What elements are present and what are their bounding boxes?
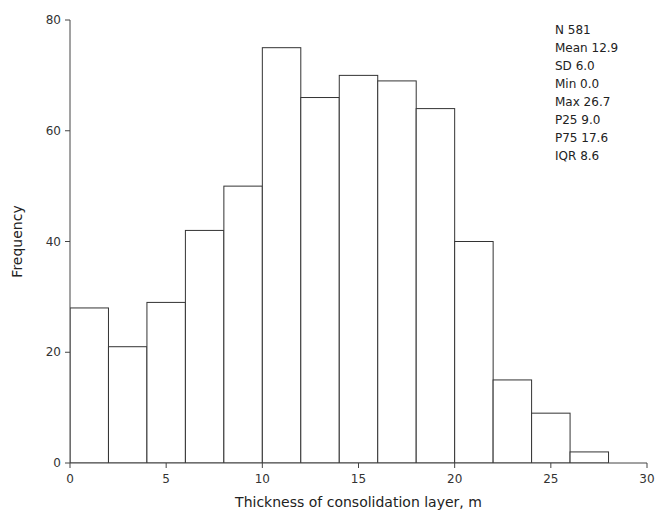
x-tick — [647, 463, 648, 468]
x-tick-label: 0 — [66, 472, 74, 486]
x-tick — [454, 463, 455, 468]
y-tick — [65, 241, 70, 242]
histogram-bar — [416, 109, 454, 463]
stats-line: P75 17.6 — [555, 131, 608, 145]
x-tick-label: 5 — [162, 472, 170, 486]
y-tick — [65, 20, 70, 21]
stats-box: N 581 Mean 12.9 SD 6.0 Min 0.0 Max 26.7 P25 9… — [555, 23, 618, 163]
histogram-bar — [339, 75, 377, 463]
x-tick-label: 20 — [447, 472, 462, 486]
x-tick-label: 15 — [351, 472, 366, 486]
histogram-bar — [378, 81, 416, 463]
stats-line: P25 9.0 — [555, 113, 600, 127]
x-tick — [358, 463, 359, 468]
histogram-bar — [224, 186, 262, 463]
histogram-bar — [262, 48, 300, 463]
histogram-bar — [301, 98, 339, 463]
bars — [70, 48, 609, 463]
stats-line: N 581 — [555, 23, 591, 37]
y-tick-label: 40 — [46, 235, 61, 249]
stats-line: IQR 8.6 — [555, 149, 599, 163]
y-tick — [65, 130, 70, 131]
x-tick-label: 30 — [639, 472, 654, 486]
x-tick — [70, 463, 71, 468]
stats-line: Mean 12.9 — [555, 41, 618, 55]
x-tick-label: 25 — [543, 472, 558, 486]
x-tick — [262, 463, 263, 468]
x-tick-label: 10 — [255, 472, 270, 486]
stats-line: Max 26.7 — [555, 95, 610, 109]
histogram-bar — [108, 347, 146, 463]
histogram-bar — [147, 302, 185, 463]
y-tick — [65, 463, 70, 464]
histogram-bar — [185, 230, 223, 463]
y-tick-label: 80 — [46, 13, 61, 27]
y-axis-label: Frequency — [9, 205, 25, 277]
y-tick-label: 60 — [46, 124, 61, 138]
stats-line: Min 0.0 — [555, 77, 599, 91]
y-tick-label: 0 — [53, 456, 61, 470]
x-tick — [166, 463, 167, 468]
y-tick-label: 20 — [46, 345, 61, 359]
y-tick — [65, 352, 70, 353]
stats-line: SD 6.0 — [555, 59, 595, 73]
histogram-bar — [455, 242, 493, 464]
histogram-bar — [532, 413, 570, 463]
x-tick — [550, 463, 551, 468]
chart: 0 5 10 15 20 25 30 0 20 40 60 80 Thickness of consol… — [0, 0, 671, 525]
x-axis-label: Thickness of consolidation layer, m — [234, 494, 482, 510]
histogram-bar — [493, 380, 531, 463]
histogram-bar — [570, 452, 608, 463]
histogram-bar — [70, 308, 108, 463]
